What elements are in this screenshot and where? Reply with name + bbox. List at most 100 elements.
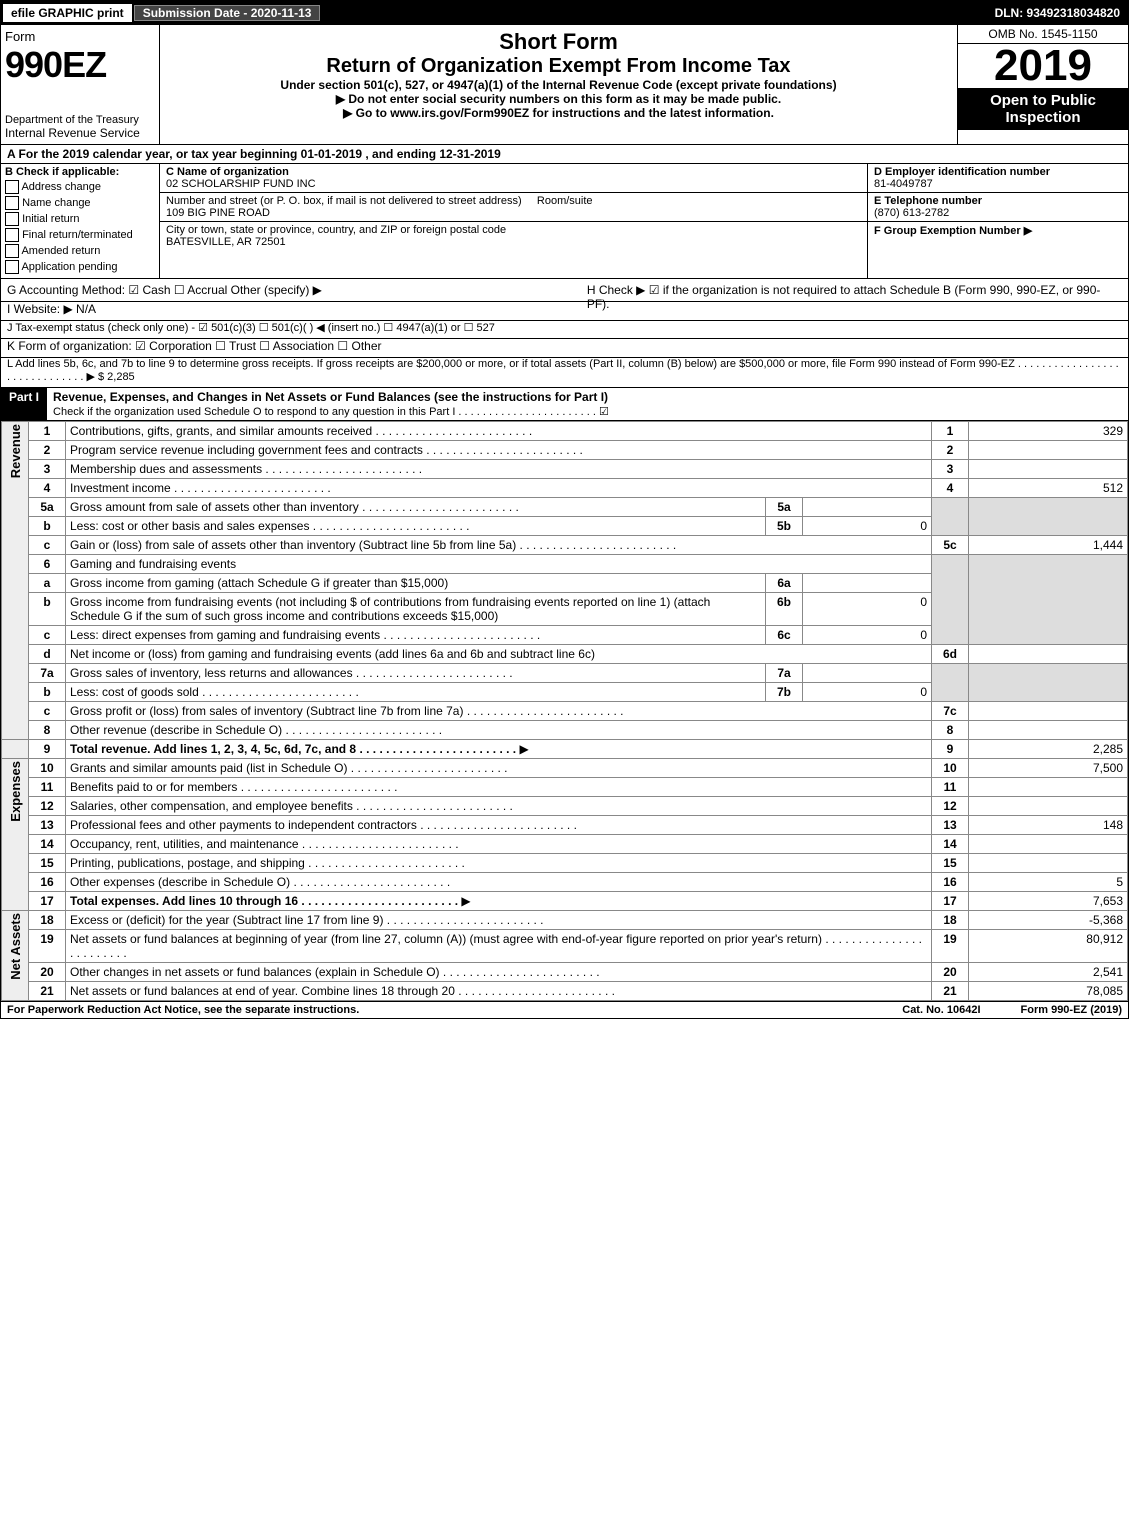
ssn-warning: ▶ Do not enter social security numbers o…: [164, 92, 953, 106]
line-3-text: Membership dues and assessments: [70, 462, 422, 476]
part1-title: Revenue, Expenses, and Changes in Net As…: [47, 388, 615, 420]
irs-label: Internal Revenue Service: [5, 126, 155, 140]
lines-g-h: G Accounting Method: ☑ Cash ☐ Accrual Ot…: [1, 279, 1128, 302]
line-11-amt: [969, 778, 1128, 797]
tax-year: 2019: [958, 44, 1128, 88]
title-section: Under section 501(c), 527, or 4947(a)(1)…: [164, 78, 953, 92]
side-net-assets: Net Assets: [8, 913, 23, 980]
line-1-text: Contributions, gifts, grants, and simila…: [70, 424, 532, 438]
city-label: City or town, state or province, country…: [166, 224, 506, 236]
title-short-form: Short Form: [164, 29, 953, 55]
line-15-amt: [969, 854, 1128, 873]
line-16-amt: 5: [969, 873, 1128, 892]
cb-label: Application pending: [21, 261, 117, 273]
checkbox-address-change[interactable]: [5, 180, 19, 194]
checkbox-name-change[interactable]: [5, 196, 19, 210]
cb-label: Name change: [22, 197, 91, 209]
box-b: B Check if applicable: Address change Na…: [1, 164, 160, 278]
phone-value: (870) 613-2782: [874, 207, 949, 219]
line-6d-amt: [969, 645, 1128, 664]
line-a-tax-year: A For the 2019 calendar year, or tax yea…: [1, 145, 1128, 164]
cb-label: Address change: [21, 181, 101, 193]
line-2-amt: [969, 441, 1128, 460]
open-public-inspection: Open to Public Inspection: [958, 88, 1128, 130]
line-6c-text: Less: direct expenses from gaming and fu…: [70, 628, 540, 642]
form-header: Form 990EZ Department of the Treasury In…: [1, 25, 1128, 145]
topbar: efile GRAPHIC print Submission Date - 20…: [1, 1, 1128, 25]
line-18-amt: -5,368: [969, 911, 1128, 930]
line-9-amt: 2,285: [969, 740, 1128, 759]
line-21-text: Net assets or fund balances at end of ye…: [70, 984, 615, 998]
line-7b-amt: 0: [803, 683, 932, 702]
footer-left: For Paperwork Reduction Act Notice, see …: [7, 1004, 359, 1016]
line-8-amt: [969, 721, 1128, 740]
form-990ez-page: efile GRAPHIC print Submission Date - 20…: [0, 0, 1129, 1019]
side-revenue: Revenue: [8, 424, 23, 478]
org-name-label: C Name of organization: [166, 166, 289, 178]
line-1-amt: 329: [969, 422, 1128, 441]
efile-print-button[interactable]: efile GRAPHIC print: [2, 3, 133, 23]
line-10-amt: 7,500: [969, 759, 1128, 778]
phone-label: E Telephone number: [874, 195, 982, 207]
cb-label: Initial return: [22, 213, 79, 225]
line-g: G Accounting Method: ☑ Cash ☐ Accrual Ot…: [7, 283, 542, 297]
street-value: 109 BIG PINE ROAD: [166, 207, 270, 219]
line-h: H Check ▶ ☑ if the organization is not r…: [587, 283, 1122, 311]
ein-value: 81-4049787: [874, 178, 933, 190]
footer-cat: Cat. No. 10642I: [902, 1004, 980, 1016]
line-16-text: Other expenses (describe in Schedule O): [70, 875, 450, 889]
line-7b-text: Less: cost of goods sold: [70, 685, 359, 699]
box-def: D Employer identification number81-40497…: [867, 164, 1128, 278]
line-5b-text: Less: cost or other basis and sales expe…: [70, 519, 470, 533]
ln-1: 1: [29, 422, 66, 441]
line-6b-text: Gross income from fundraising events (no…: [66, 593, 766, 626]
submission-date-button[interactable]: Submission Date - 2020-11-13: [134, 5, 321, 21]
line-5c-amt: 1,444: [969, 536, 1128, 555]
line-20-text: Other changes in net assets or fund bala…: [70, 965, 600, 979]
line-7a-amt: [803, 664, 932, 683]
street-label: Number and street (or P. O. box, if mail…: [166, 195, 522, 207]
line-6c-amt: 0: [803, 626, 932, 645]
room-label: Room/suite: [537, 195, 593, 207]
line-7c-text: Gross profit or (loss) from sales of inv…: [70, 704, 624, 718]
line-13-amt: 148: [969, 816, 1128, 835]
line-5a-amt: [803, 498, 932, 517]
line-l: L Add lines 5b, 6c, and 7b to line 9 to …: [1, 358, 1128, 388]
line-14-text: Occupancy, rent, utilities, and maintena…: [70, 837, 459, 851]
checkbox-application-pending[interactable]: [5, 260, 19, 274]
box-c: C Name of organization02 SCHOLARSHIP FUN…: [160, 164, 867, 278]
line-6b-amt: 0: [803, 593, 932, 626]
part1-sub: Check if the organization used Schedule …: [53, 406, 609, 418]
title-return: Return of Organization Exempt From Incom…: [164, 55, 953, 78]
form-word: Form: [5, 29, 155, 44]
goto-link[interactable]: ▶ Go to www.irs.gov/Form990EZ for instru…: [164, 106, 953, 120]
line-14-amt: [969, 835, 1128, 854]
cb-label: Amended return: [21, 245, 100, 257]
line-6a-text: Gross income from gaming (attach Schedul…: [66, 574, 766, 593]
line-8-text: Other revenue (describe in Schedule O): [70, 723, 442, 737]
line-17-text: Total expenses. Add lines 10 through 16: [70, 894, 458, 908]
line-2-text: Program service revenue including govern…: [70, 443, 583, 457]
line-4-text: Investment income: [70, 481, 331, 495]
dln-label: DLN: 93492318034820: [987, 6, 1128, 20]
part1-header-row: Part I Revenue, Expenses, and Changes in…: [1, 388, 1128, 421]
line-7c-amt: [969, 702, 1128, 721]
line-12-amt: [969, 797, 1128, 816]
line-19-text: Net assets or fund balances at beginning…: [70, 932, 922, 960]
line-21-amt: 78,085: [969, 982, 1128, 1001]
side-expenses: Expenses: [8, 761, 23, 822]
checkbox-final-return[interactable]: [5, 228, 19, 242]
line-9-text: Total revenue. Add lines 1, 2, 3, 4, 5c,…: [70, 742, 516, 756]
form-number: 990EZ: [5, 44, 155, 86]
line-5b-amt: 0: [803, 517, 932, 536]
line-4-amt: 512: [969, 479, 1128, 498]
checkbox-amended-return[interactable]: [5, 244, 19, 258]
line-3-amt: [969, 460, 1128, 479]
org-name: 02 SCHOLARSHIP FUND INC: [166, 178, 316, 190]
line-13-text: Professional fees and other payments to …: [70, 818, 577, 832]
line-19-amt: 80,912: [969, 930, 1128, 963]
part1-label: Part I: [1, 388, 47, 420]
checkbox-initial-return[interactable]: [5, 212, 19, 226]
line-6a-amt: [803, 574, 932, 593]
line-6-text: Gaming and fundraising events: [66, 555, 932, 574]
